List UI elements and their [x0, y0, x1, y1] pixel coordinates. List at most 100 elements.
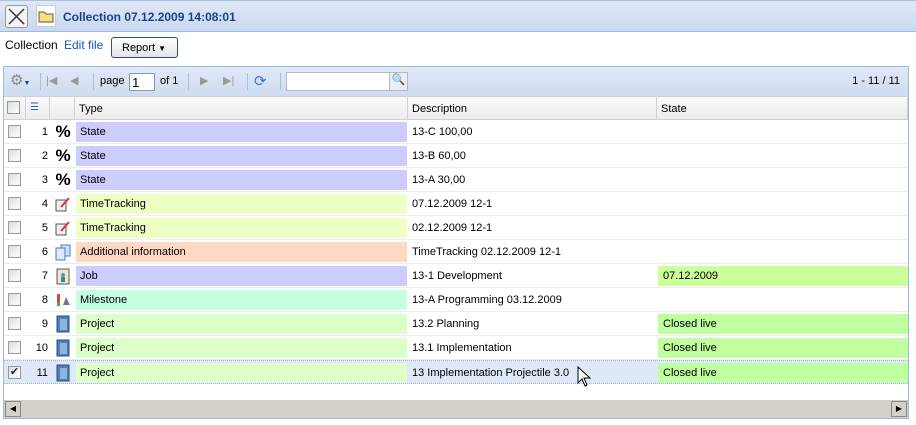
page-label: page [100, 75, 125, 87]
type-cell: Additional information [76, 242, 407, 262]
action-bar: Collection Edit file Report ▼ [5, 37, 178, 58]
description-cell: 07.12.2009 12-1 [412, 198, 493, 210]
documents-icon [54, 243, 72, 261]
state-cell: Closed live [658, 363, 908, 383]
description-cell: 13-A Programming 03.12.2009 [412, 294, 562, 306]
row-number: 8 [41, 294, 48, 306]
grid-toolbar: ⚙▼ |◀ ◀ page of 1 ▶ ▶| ⟳ 🔍 1 - 11 / 11 [4, 67, 908, 96]
percent-icon: % [55, 122, 71, 141]
page-count: of 1 [160, 75, 179, 87]
row-checkbox[interactable] [8, 245, 21, 258]
search-icon[interactable]: 🔍 [389, 73, 407, 90]
column-header-description[interactable]: Description [408, 97, 657, 119]
description-cell: 13-B 60,00 [412, 150, 466, 162]
row-number: 4 [41, 198, 48, 210]
row-number: 2 [41, 150, 48, 162]
row-checkbox[interactable] [8, 173, 21, 186]
type-cell: State [76, 146, 407, 166]
window-titlebar: Collection 07.12.2009 14:08:01 [0, 0, 916, 32]
percent-icon: % [55, 146, 71, 165]
type-cell: Milestone [76, 290, 407, 310]
description-cell: TimeTracking 02.12.2009 12-1 [412, 246, 561, 258]
table-row[interactable]: 5 TimeTracking 02.12.2009 12-1 [4, 216, 908, 240]
state-cell: 07.12.2009 [658, 266, 908, 286]
search-input[interactable] [287, 73, 387, 89]
prev-page-icon[interactable]: ◀ [70, 75, 79, 87]
folder-icon [36, 5, 56, 27]
row-checkbox[interactable] [8, 317, 21, 330]
next-page-icon[interactable]: ▶ [200, 75, 209, 87]
table-row[interactable]: 2 % State 13-B 60,00 [4, 144, 908, 168]
close-button[interactable] [5, 5, 28, 28]
row-checkbox[interactable] [8, 125, 21, 138]
state-cell [658, 122, 908, 142]
row-number: 11 [36, 367, 48, 379]
row-number: 5 [41, 222, 48, 234]
first-page-icon[interactable]: |◀ [46, 75, 58, 87]
report-button[interactable]: Report ▼ [111, 37, 178, 58]
type-cell: Job [76, 266, 407, 286]
horizontal-scrollbar[interactable]: ◀ ▶ [4, 399, 908, 418]
type-cell: Project [76, 363, 407, 383]
row-checkbox[interactable] [8, 341, 21, 354]
type-cell: TimeTracking [76, 218, 407, 238]
search-box: 🔍 [286, 72, 408, 91]
column-header-type[interactable]: Type [75, 97, 408, 119]
timetracking-icon [54, 195, 72, 213]
close-icon [8, 8, 25, 25]
project-icon [54, 339, 72, 357]
project-icon [54, 364, 72, 382]
row-checkbox[interactable] [8, 197, 21, 210]
scroll-right-button[interactable]: ▶ [891, 401, 907, 417]
mouse-cursor-icon [577, 366, 591, 387]
row-number: 10 [35, 342, 48, 354]
table-row[interactable]: 3 % State 13-A 30,00 [4, 168, 908, 192]
description-cell: 13-A 30,00 [412, 174, 466, 186]
state-cell: Closed live [658, 338, 908, 358]
type-cell: State [76, 122, 407, 142]
row-number-icon: ☰ [26, 97, 50, 119]
type-cell: Project [76, 314, 407, 334]
milestone-icon [54, 291, 72, 309]
grid-header: ☰ Type Description State [4, 96, 908, 120]
select-all-checkbox[interactable] [7, 101, 20, 114]
row-checkbox[interactable] [8, 269, 21, 282]
table-row[interactable]: 10 Project 13.1 Implementation Closed li… [4, 336, 908, 360]
table-row[interactable]: 6 Additional information TimeTracking 02… [4, 240, 908, 264]
state-cell [658, 194, 908, 214]
table-row[interactable]: 9 Project 13.2 Planning Closed live [4, 312, 908, 336]
row-checkbox[interactable]: ✔ [8, 366, 21, 379]
description-cell: 13-C 100,00 [412, 126, 473, 138]
row-checkbox[interactable] [8, 293, 21, 306]
row-checkbox[interactable] [8, 149, 21, 162]
chevron-down-icon: ▼ [158, 44, 167, 53]
job-icon [54, 267, 72, 285]
table-row[interactable]: 7 Job 13-1 Development 07.12.2009 [4, 264, 908, 288]
refresh-icon[interactable]: ⟳ [254, 73, 267, 90]
last-page-icon[interactable]: ▶| [223, 75, 235, 87]
table-row[interactable]: 4 TimeTracking 07.12.2009 12-1 [4, 192, 908, 216]
table-row[interactable]: ✔ 11 Project 13 Implementation Projectil… [4, 360, 908, 384]
table-row[interactable]: 8 Milestone 13-A Programming 03.12.2009 [4, 288, 908, 312]
description-cell: 13-1 Development [412, 270, 502, 282]
row-checkbox[interactable] [8, 221, 21, 234]
description-cell: 02.12.2009 12-1 [412, 222, 493, 234]
gear-icon[interactable]: ⚙▼ [10, 72, 31, 89]
select-all-cell [4, 97, 26, 119]
data-grid: ⚙▼ |◀ ◀ page of 1 ▶ ▶| ⟳ 🔍 1 - 11 / 11 ☰… [3, 66, 909, 419]
timetracking-icon [54, 219, 72, 237]
column-header-state[interactable]: State [657, 97, 908, 119]
percent-icon: % [55, 170, 71, 189]
page-input[interactable] [129, 73, 155, 91]
edit-file-link[interactable]: Edit file [64, 38, 104, 52]
type-cell: TimeTracking [76, 194, 407, 214]
report-label: Report [122, 42, 156, 54]
description-cell: 13.2 Planning [412, 318, 480, 330]
row-number: 1 [41, 126, 48, 138]
scroll-left-button[interactable]: ◀ [5, 401, 21, 417]
state-cell: Closed live [658, 314, 908, 334]
description-cell: 13 Implementation Projectile 3.0 [412, 367, 570, 379]
icon-column-header [50, 97, 75, 119]
table-row[interactable]: 1 % State 13-C 100,00 [4, 120, 908, 144]
state-cell [658, 218, 908, 238]
